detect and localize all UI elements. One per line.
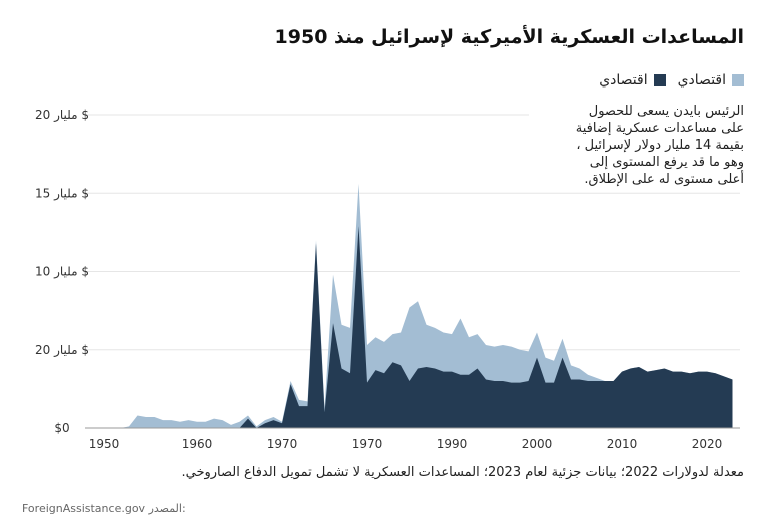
area-military — [78, 226, 733, 428]
legend-label-light: اقتصادي — [677, 72, 726, 88]
chart-note: معدلة لدولارات 2022؛ بيانات جزئية لعام 2… — [181, 465, 744, 480]
x-tick-label: 1990 — [437, 437, 468, 451]
annotation-line: وهو ما قد يرفع المستوى إلى — [589, 155, 744, 170]
y-tick-label: 20 مليار $ — [35, 343, 89, 358]
chart-title: المساعدات العسكرية الأميركية لإسرائيل من… — [274, 26, 744, 48]
legend-label-dark: اقتصادي — [599, 72, 648, 88]
legend-swatch-light — [732, 74, 744, 86]
x-tick-label: 1970 — [352, 437, 383, 451]
source-label: المصدر: — [148, 502, 186, 515]
x-tick-label: 1960 — [182, 437, 213, 451]
x-tick-label: 2020 — [692, 437, 723, 451]
legend: اقتصادي اقتصادي — [599, 72, 744, 88]
y-tick-label: 20 مليار $ — [35, 108, 89, 123]
y-tick-label: 10 مليار $ — [35, 265, 89, 280]
source: ForeignAssistance.gov المصدر: — [22, 502, 186, 515]
annotation: الرئيس بايدن يسعى للحصول على مساعدات عسك… — [529, 103, 744, 188]
annotation-line: أعلى مستوى له على الإطلاق. — [584, 172, 744, 187]
legend-swatch-dark — [653, 74, 666, 86]
x-tick-label: 1970 — [267, 437, 298, 451]
y-tick-label: 15 مليار $ — [35, 186, 89, 201]
y-tick-label: $0 — [54, 421, 69, 435]
x-tick-label: 2000 — [522, 437, 553, 451]
area-total — [78, 183, 733, 428]
annotation-line: الرئيس بايدن يسعى للحصول — [588, 104, 744, 119]
annotation-line: على مساعدات عسكرية إضافية — [575, 121, 744, 136]
x-tick-label: 1950 — [89, 437, 120, 451]
x-tick-label: 2010 — [607, 437, 638, 451]
source-value: ForeignAssistance.gov — [22, 502, 146, 515]
annotation-line: بقيمة 14 مليار دولار لإسرائيل ، — [576, 138, 744, 153]
